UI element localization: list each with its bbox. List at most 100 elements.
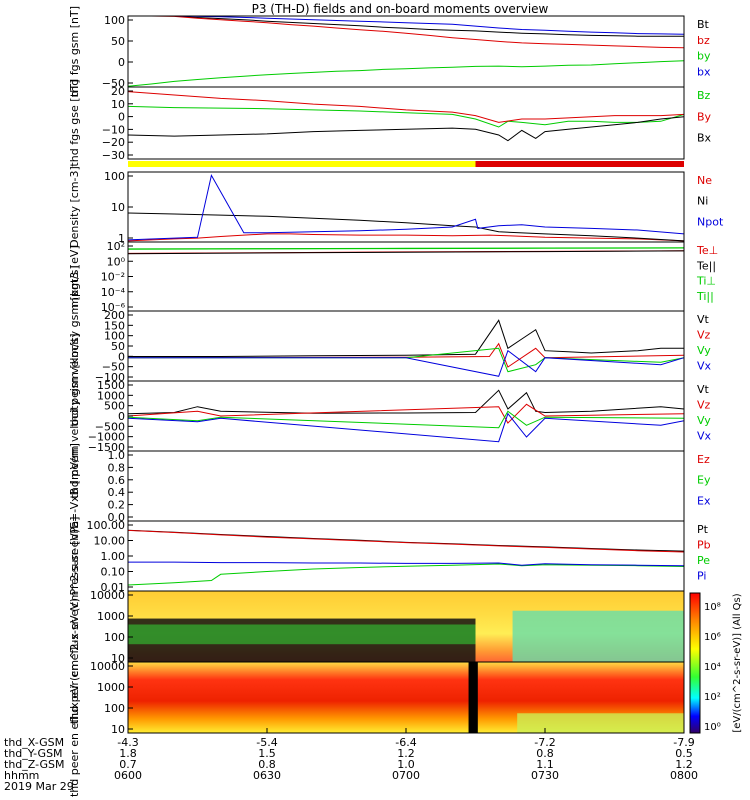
legend-entry: Bt (697, 18, 710, 31)
panel-frame (127, 171, 685, 243)
y-tick-label: 100 (104, 702, 125, 715)
colorbar-tick-label: 10⁸ (704, 602, 721, 613)
y-tick-label: 1.0 (108, 449, 126, 462)
y-tick-label: −1500 (88, 441, 125, 454)
y-tick-label: 0 (118, 111, 125, 124)
date-label: 2019 Mar 29 (4, 780, 74, 793)
x-row-value: 1.0 (397, 758, 415, 771)
panel-frame (127, 450, 685, 522)
y-tick-label: 10 (111, 652, 125, 665)
spectrogram-gap (468, 662, 478, 733)
panel-frame (127, 380, 685, 452)
y-axis-label: mpgt3 [eV] (68, 245, 81, 307)
y-tick-label: 10000 (90, 589, 125, 602)
panel-fgs-gsm: 100 50 0 −50 thd fgs gsm [nT] Bt bz by bx (68, 6, 711, 97)
y-tick-label: −50 (102, 361, 125, 374)
legend-entry: Vz (697, 329, 711, 342)
legend-entry: Npot (697, 215, 724, 228)
y-tick-label: −50 (102, 77, 125, 90)
spectrogram-low-energy-band (517, 713, 684, 733)
y-axis-label: thd fgs gsm [nT] (68, 6, 81, 97)
y-tick-label: 0.8 (108, 461, 126, 474)
panel-frame (127, 15, 685, 88)
legend-entry: Ez (697, 453, 710, 466)
y-tick-label: 0.6 (108, 474, 126, 487)
series-vy (128, 347, 685, 373)
y-tick-label: 10⁰ (107, 255, 126, 268)
y-tick-label: 10 (111, 723, 125, 736)
colorbar (689, 592, 701, 734)
spectrogram-cyan-region (512, 610, 684, 662)
legend-entry: Vy (697, 344, 711, 357)
series-te- (127, 250, 685, 255)
mode-bar-segment (128, 161, 476, 167)
y-tick-label: 1000 (97, 610, 125, 623)
y-tick-label: 1000 (97, 681, 125, 694)
x-row-value: -7.9 (673, 736, 694, 749)
y-axis-label: Density [cm-3] (68, 166, 81, 248)
y-tick-label: −30 (102, 149, 125, 162)
spectrogram-green-band (128, 624, 476, 645)
panel-frame (127, 86, 685, 160)
y-tick-label: 0.4 (108, 486, 126, 499)
legend-entry: bz (697, 34, 710, 47)
x-row-value: 0600 (114, 769, 142, 782)
colorbar-tick-label: 10⁶ (704, 632, 721, 643)
series-bx (127, 116, 685, 142)
x-row-value: -4.3 (117, 736, 138, 749)
legend-entry: by (697, 50, 711, 63)
legend-entry: Pb (697, 539, 711, 552)
series-pe (127, 563, 685, 586)
series-vz (127, 342, 685, 368)
legend-entry: Vt (697, 383, 710, 396)
colorbar-tick-label: 10⁴ (704, 662, 721, 673)
y-tick-label: 100 (104, 170, 125, 183)
y-tick-label: 100.00 (87, 519, 126, 532)
legend-entry: Pe (697, 554, 710, 567)
y-tick-label: 10⁻⁴ (101, 286, 126, 299)
legend-entry: Te⊥ (696, 244, 718, 257)
x-row-value: 1.1 (536, 758, 554, 771)
x-row-value: 0.5 (675, 747, 693, 760)
x-row-value: 0.7 (119, 758, 137, 771)
y-tick-label: −100 (95, 371, 125, 384)
y-tick-label: 1.00 (101, 550, 126, 563)
mode-bar-segment (475, 161, 684, 167)
y-axis-label: Pressure [nPa] (68, 517, 81, 596)
series-npot (127, 174, 685, 241)
panel-peer-spec: 10000 1000 100 10 thd peer en eflux eV (cm^2… (68, 598, 685, 797)
colorbar-tick-label: 10⁰ (704, 722, 721, 733)
series-vz (127, 403, 685, 424)
y-tick-label: 10² (107, 240, 125, 253)
colorbar-group: 10⁸ 10⁶ 10⁴ 10² 10⁰ [eV/(cm^2-s-sr-eV)] (All … (689, 592, 743, 734)
y-tick-label: 50 (111, 340, 125, 353)
y-tick-label: 0.0 (108, 511, 126, 524)
legend-entry: Bx (697, 132, 712, 145)
legend-entry: Vy (697, 414, 711, 427)
y-tick-label: 1000 (97, 389, 125, 402)
y-axis-label: thd peir en eflux eV (cm^2-s-sr-eV) (68, 529, 81, 724)
x-axis-group: thd_X-GSM -4.3 -5.4 -6.4 -7.2 -7.9 thd_Y-GSM 1.… (4, 728, 698, 793)
legend-entry: bx (697, 65, 711, 78)
legend-entry: Ni (697, 195, 708, 208)
y-tick-label: −10 (102, 123, 125, 136)
panel-efield: 1.00.80.60.40.20.0 E=-VxB [mV/m] Ez Ey Ex (68, 443, 711, 529)
series-bz (127, 105, 685, 128)
y-tick-label: 10⁻² (101, 271, 125, 284)
mode-bar (128, 161, 684, 167)
y-tick-label: 1500 (97, 379, 125, 392)
y-tick-label: 10000 (90, 660, 125, 673)
legend-entry: Bz (697, 89, 711, 102)
series-ne (127, 233, 685, 242)
series-bt (128, 15, 684, 37)
y-tick-label: −1000 (88, 431, 125, 444)
y-tick-label: 100 (104, 631, 125, 644)
x-row-value: -7.2 (534, 736, 555, 749)
y-axis-label: thd fgs gse [nT] (68, 79, 81, 166)
panel-mpgt3: 10² 10⁰ 10⁻² 10⁻⁴ 10⁻⁶ mpgt3 [eV] Te⊥ Te|| Ti⊥ Ti… (68, 240, 718, 314)
